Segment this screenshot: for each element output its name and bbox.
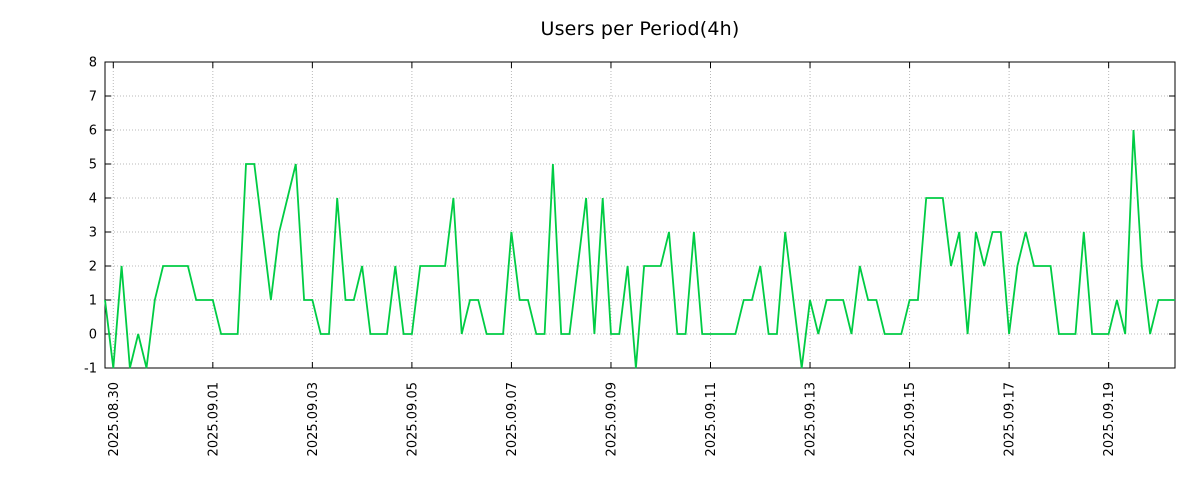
y-axis-labels: 8 7 6 5 4 3 2 1 0 -1 <box>84 56 97 377</box>
users-series-line <box>104 129 1175 369</box>
x-tick-label: 2025.08.30 <box>107 382 122 456</box>
x-tick-label: 2025.09.17 <box>1003 382 1018 456</box>
x-tick-label: 2025.09.03 <box>306 382 321 456</box>
x-tick-label: 2025.09.19 <box>1102 382 1117 456</box>
x-axis-labels: 2025.08.30 2025.09.01 2025.09.03 2025.09.05… <box>107 382 1117 456</box>
y-tick-label: 8 <box>89 56 97 71</box>
y-tick-label: 1 <box>89 294 97 309</box>
y-tick-label: 6 <box>89 124 97 139</box>
x-tick-label: 2025.09.11 <box>704 382 719 456</box>
x-tick-label: 2025.09.09 <box>604 382 619 456</box>
x-tick-label: 2025.09.07 <box>505 382 520 456</box>
x-tick-label: 2025.09.01 <box>206 382 221 456</box>
y-tick-label: 4 <box>89 192 97 207</box>
y-tick-label: 2 <box>89 260 97 275</box>
chart-title: Users per Period(4h) <box>540 18 740 40</box>
x-tick-label: 2025.09.05 <box>405 382 420 456</box>
y-tick-label: 7 <box>89 90 97 105</box>
x-tick-label: 2025.09.15 <box>903 382 918 456</box>
y-tick-label: 0 <box>89 328 97 343</box>
plot-border <box>104 61 1176 369</box>
y-tick-label: 3 <box>89 226 97 241</box>
x-tick-label: 2025.09.13 <box>804 382 819 456</box>
y-tick-label: -1 <box>84 362 97 377</box>
y-tick-label: 5 <box>89 158 97 173</box>
